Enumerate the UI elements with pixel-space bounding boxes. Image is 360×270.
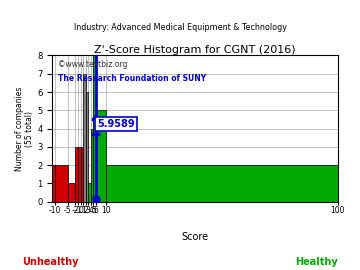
Bar (91, 129, 94, 202)
Title: Z'-Score Histogram for CGNT (2016): Z'-Score Histogram for CGNT (2016) (94, 45, 296, 55)
Y-axis label: Number of companies
(55 total): Number of companies (55 total) (15, 86, 35, 171)
Text: Unhealthy: Unhealthy (22, 257, 78, 267)
Text: 5.9589: 5.9589 (97, 119, 135, 129)
Text: Healthy: Healthy (296, 257, 338, 267)
Bar (88, 183, 91, 202)
Text: ©www.textbiz.org: ©www.textbiz.org (58, 60, 127, 69)
X-axis label: Score: Score (181, 231, 208, 241)
Bar (94, 55, 96, 202)
Text: Industry: Advanced Medical Equipment & Technology: Industry: Advanced Medical Equipment & T… (73, 23, 287, 32)
Bar (81, 147, 83, 202)
Text: The Research Foundation of SUNY: The Research Foundation of SUNY (58, 75, 206, 83)
Bar (52, 165, 55, 202)
Bar (106, 165, 338, 202)
Bar (55, 165, 68, 202)
Bar (86, 92, 88, 202)
Bar (83, 74, 86, 202)
Bar (68, 183, 76, 202)
Bar (96, 110, 106, 202)
Bar (76, 147, 78, 202)
Bar (78, 147, 81, 202)
